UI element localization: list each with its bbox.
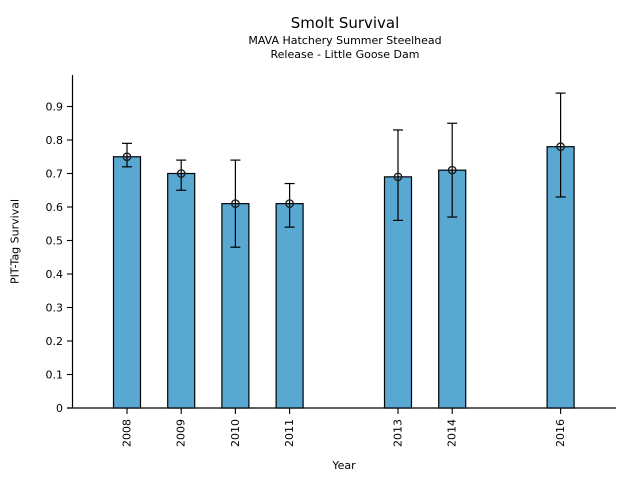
chart-title: Smolt Survival [291, 14, 400, 32]
bar-2011 [275, 203, 304, 409]
point-marker-2016 [556, 142, 565, 152]
point-marker-2008 [122, 152, 132, 162]
y-tick-label-0.1: 0.1 [46, 368, 64, 381]
chart-subtitle-line-2: Release - Little Goose Dam [271, 48, 420, 61]
x-tick-label-2013: 2013 [392, 419, 405, 447]
x-tick-label-2008: 2008 [121, 419, 134, 447]
y-tick-label-0: 0 [56, 402, 63, 415]
bar-2010 [221, 203, 250, 409]
chart-subtitle-line-1: MAVA Hatchery Summer Steelhead [248, 34, 441, 47]
y-tick-label-0.9: 0.9 [46, 100, 64, 113]
y-tick-label-0.6: 0.6 [46, 201, 64, 214]
x-tick-label-2014: 2014 [446, 419, 459, 447]
y-tick-label-0.8: 0.8 [46, 134, 64, 147]
y-tick-label-0.4: 0.4 [46, 268, 64, 281]
y-tick-label-0.7: 0.7 [46, 167, 64, 180]
x-axis-label: Year [331, 459, 356, 472]
x-tick-label-2009: 2009 [175, 419, 188, 447]
x-tick-label-2010: 2010 [229, 419, 242, 447]
point-marker-2011 [285, 199, 294, 209]
x-tick-label-2016: 2016 [554, 419, 567, 447]
x-tick-label-2011: 2011 [283, 419, 296, 447]
point-marker-2014 [447, 165, 457, 175]
y-tick-label-0.5: 0.5 [46, 234, 64, 247]
y-tick-label-0.3: 0.3 [46, 301, 64, 314]
bar-2009 [167, 172, 196, 409]
point-marker-2013 [393, 172, 403, 182]
point-marker-2009 [176, 169, 186, 178]
y-axis-label: PIT-Tag Survival [9, 199, 22, 284]
plot-area: 0 0.1 0.2 0.3 0.4 0.5 0.6 0.7 0.8 0.9 2008 2009 2010… [46, 75, 616, 447]
point-marker-2010 [230, 199, 240, 209]
y-tick-label-0.2: 0.2 [46, 335, 64, 348]
bar-2008 [112, 156, 142, 409]
